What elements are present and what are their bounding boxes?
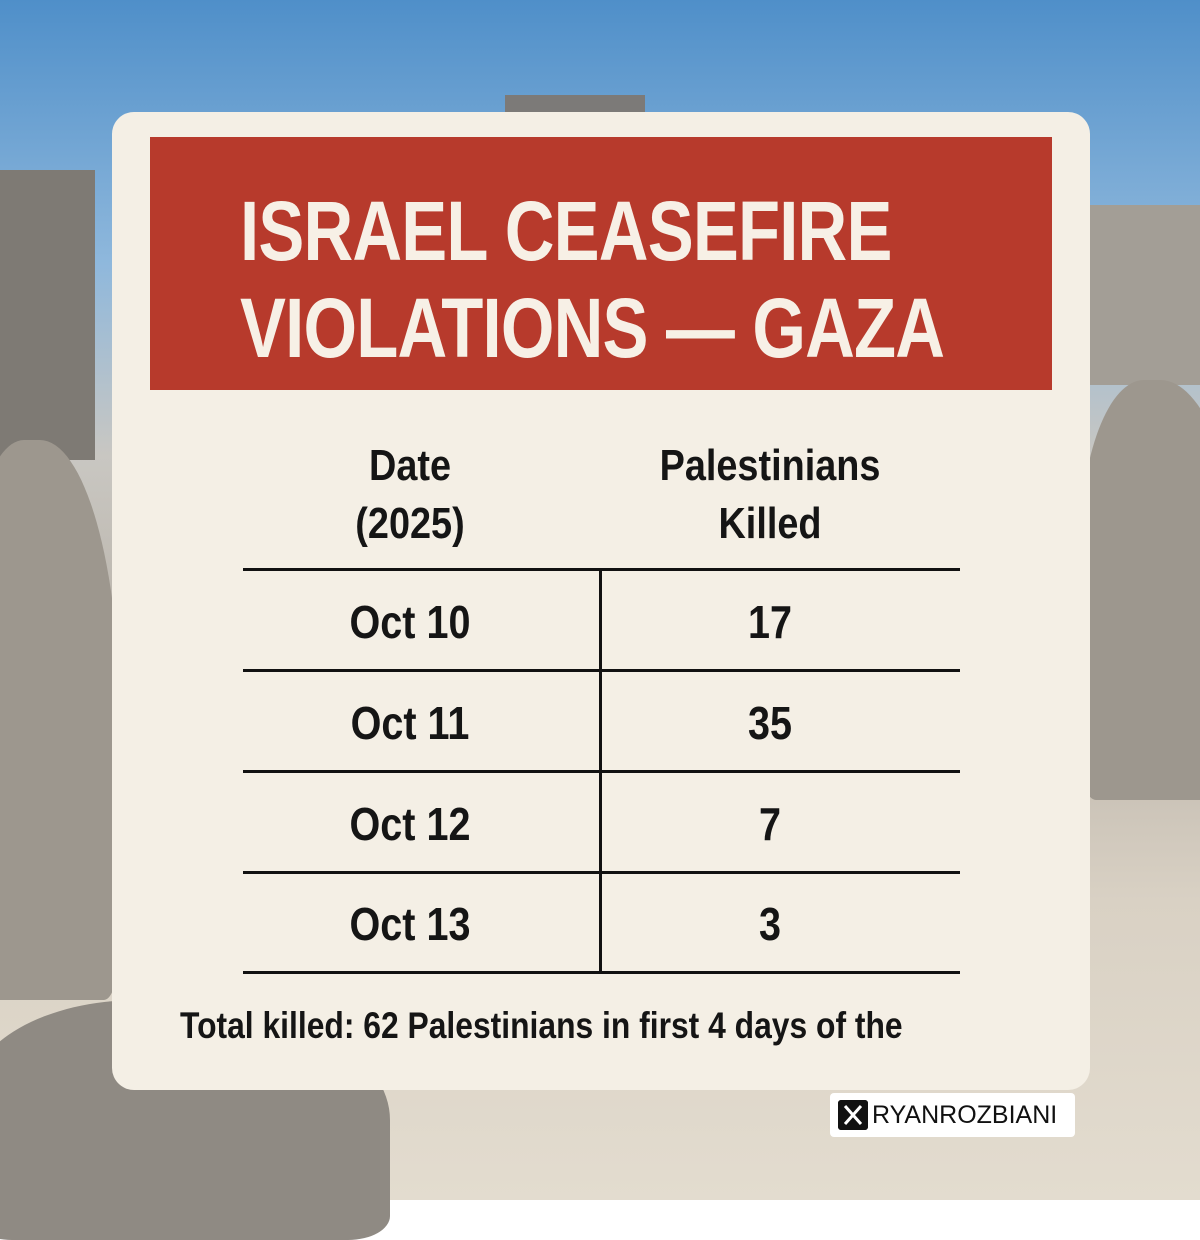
building: [1090, 205, 1200, 385]
count-cell: 3: [758, 898, 782, 950]
count-cell: 17: [747, 596, 792, 648]
watermark: RYANROZBIANI: [830, 1093, 1075, 1137]
date-cell: Oct 13: [349, 898, 471, 950]
column-header: Date (2025): [355, 441, 465, 548]
watermark-handle: RYANROZBIANI: [872, 1100, 1058, 1129]
x-logo: [838, 1100, 868, 1130]
date-cell: Oct 12: [349, 798, 471, 850]
title-banner: [150, 137, 1052, 390]
date-cell: Oct 10: [349, 596, 471, 648]
column-rule: [599, 570, 602, 974]
date-cell: Oct 11: [350, 697, 470, 749]
column-header: Palestinians Killed: [659, 441, 881, 548]
row-rule: [243, 568, 960, 571]
count-cell: 35: [747, 697, 792, 749]
rubble: [1080, 380, 1200, 800]
rubble: [0, 440, 120, 1000]
count-cell: 7: [758, 798, 782, 850]
footer-note: Total killed: 62 Palestinians in first 4…: [180, 1005, 903, 1046]
title-line: VIOLATIONS — GAZA: [240, 281, 945, 375]
building: [0, 170, 95, 460]
title-line: ISRAEL CEASEFIRE: [240, 184, 892, 278]
